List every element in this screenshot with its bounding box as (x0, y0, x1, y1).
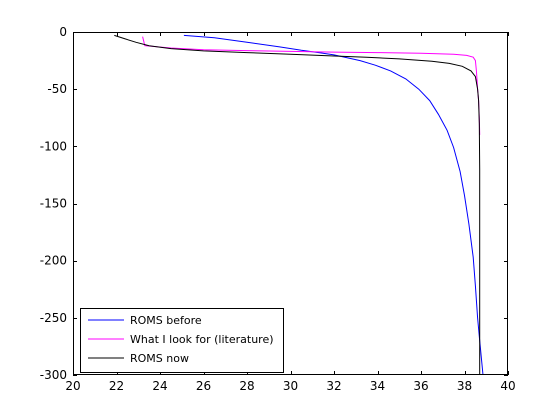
series-layer (114, 34, 484, 376)
x-tick-label: 40 (500, 379, 515, 393)
y-tick-label: 0 (59, 25, 67, 39)
x-tick-label: 32 (326, 379, 341, 393)
ticks-layer: 20 22 24 26 28 30 32 34 36 38 40 0 -50 -100 -150 -200 -2… (40, 25, 516, 393)
x-tick-label: 28 (239, 379, 254, 393)
legend-box (80, 308, 284, 373)
y-tick-label: -300 (40, 368, 67, 382)
series-line-1 (183, 34, 484, 376)
x-tick-label: 20 (65, 379, 80, 393)
x-tick-label: 34 (370, 379, 385, 393)
x-tick-label: 38 (457, 379, 472, 393)
x-tick-label: 36 (413, 379, 428, 393)
legend-label-1: ROMS before (130, 314, 202, 327)
y-tick-label: -150 (40, 197, 67, 211)
x-tick-label: 26 (196, 379, 211, 393)
series-line-3 (114, 34, 481, 375)
x-tick-label: 22 (109, 379, 124, 393)
y-tick-label: -100 (40, 139, 67, 153)
legend: ROMS before What I look for (literature) R… (80, 308, 284, 373)
x-tick-label: 24 (152, 379, 167, 393)
legend-label-2: What I look for (literature) (130, 333, 274, 346)
x-tick-label: 30 (283, 379, 298, 393)
y-tick-label: -250 (40, 311, 67, 325)
plot-frame (73, 32, 508, 375)
y-tick-label: -50 (47, 82, 67, 96)
y-tick-label: -200 (40, 254, 67, 268)
legend-label-3: ROMS now (130, 352, 189, 365)
